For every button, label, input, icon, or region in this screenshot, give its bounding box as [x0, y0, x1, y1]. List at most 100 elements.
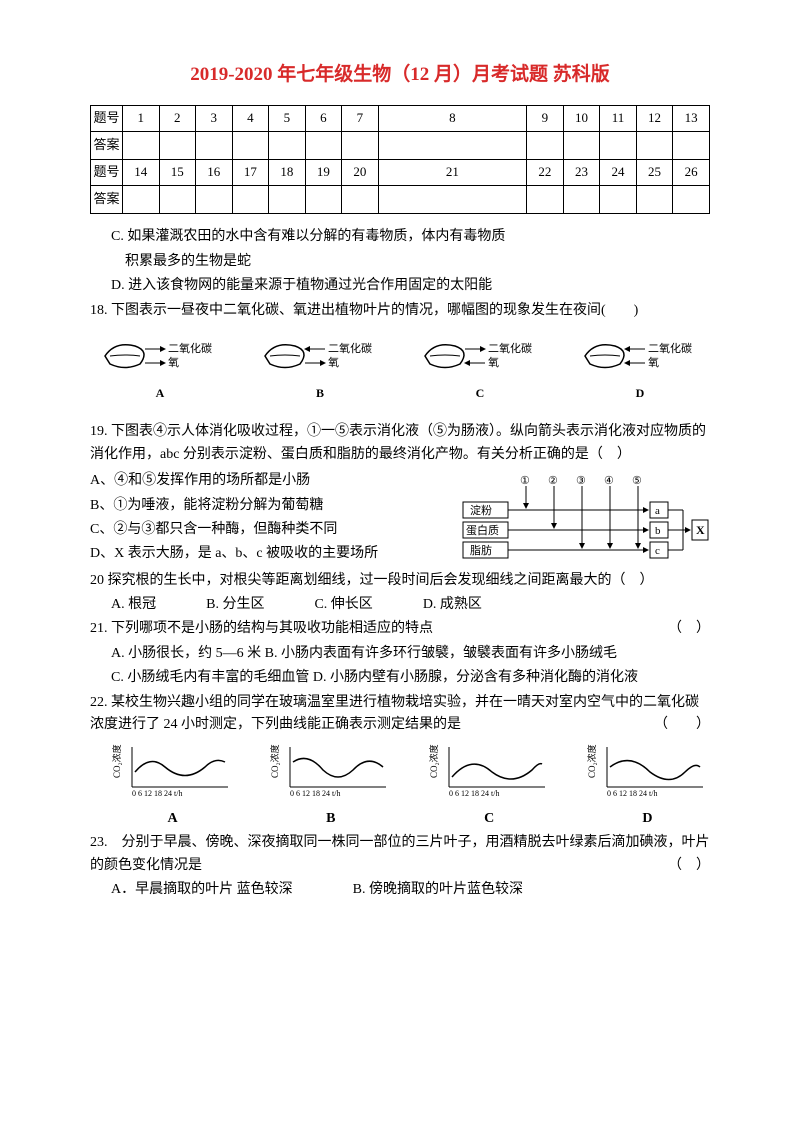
cell [600, 186, 637, 214]
cell: 8 [378, 106, 526, 132]
q19-text: 19. 下图表④示人体消化吸收过程，①一⑤表示消化液（⑤为肠液）。纵向箭头表示消… [90, 421, 710, 466]
cell [600, 132, 637, 160]
cell [269, 186, 306, 214]
q19-option-a: A、④和⑤发挥作用的场所都是小肠 [90, 470, 450, 492]
leaf-label: B [260, 384, 380, 403]
q22-text: 22. 某校生物兴趣小组的同学在玻璃温室里进行植物栽培实验，并在一晴天对室内空气… [90, 692, 710, 737]
cell: 21 [378, 160, 526, 186]
cell: 15 [159, 160, 196, 186]
cell [527, 186, 564, 214]
q17-option-c-cont: 积累最多的生物是蛇 [90, 251, 710, 273]
q23-text: 23. 分别于早晨、傍晚、深夜摘取同一株同一部位的三片叶子，用酒精脱去叶绿素后滴… [90, 832, 710, 877]
cell [159, 186, 196, 214]
cell [196, 132, 233, 160]
q20-b: B. 分生区 [206, 594, 264, 616]
table-row: 题号 14 15 16 17 18 19 20 21 22 23 24 25 2… [91, 160, 710, 186]
curve-label: D [585, 808, 710, 830]
cell [122, 186, 159, 214]
cell [563, 132, 600, 160]
svg-text:CO₂浓度: CO₂浓度 [269, 745, 280, 779]
cell [342, 132, 379, 160]
cell: 1 [122, 106, 159, 132]
leaf-label: C [420, 384, 540, 403]
cell [305, 132, 342, 160]
cell: 3 [196, 106, 233, 132]
cell: 16 [196, 160, 233, 186]
q23-a: A．早晨摘取的叶片 蓝色较深 [111, 879, 293, 901]
leaf-a: 二氧化碳 氧 A [100, 336, 220, 403]
cell: 7 [342, 106, 379, 132]
cell [673, 186, 710, 214]
cell [636, 186, 673, 214]
svg-text:二氧化碳: 二氧化碳 [168, 341, 212, 355]
cell: 17 [232, 160, 269, 186]
table-row: 题号 1 2 3 4 5 6 7 8 9 10 11 12 13 [91, 106, 710, 132]
cell [269, 132, 306, 160]
curve-label: B [268, 808, 393, 830]
cell: 25 [636, 160, 673, 186]
svg-text:c: c [655, 545, 660, 557]
q21-paren: （ ） [668, 618, 710, 640]
q21-text: 21. 下列哪项不是小肠的结构与其吸收功能相适应的特点（ ） [90, 618, 710, 640]
leaf-label: D [580, 384, 700, 403]
q23-options: A．早晨摘取的叶片 蓝色较深 B. 傍晚摘取的叶片蓝色较深 [111, 879, 710, 901]
svg-text:氧: 氧 [488, 355, 499, 369]
exam-title: 2019-2020 年七年级生物（12 月）月考试题 苏科版 [90, 60, 710, 90]
cell: 4 [232, 106, 269, 132]
cell: 10 [563, 106, 600, 132]
cell: 24 [600, 160, 637, 186]
row-label: 答案 [91, 186, 123, 214]
svg-text:氧: 氧 [168, 355, 179, 369]
svg-text:氧: 氧 [648, 355, 659, 369]
cell: 9 [527, 106, 564, 132]
q18-text: 18. 下图表示一昼夜中二氧化碳、氧进出植物叶片的情况，哪幅图的现象发生在夜间(… [90, 300, 710, 322]
svg-text:氧: 氧 [328, 355, 339, 369]
svg-text:b: b [655, 525, 661, 537]
svg-text:0 6 12 18 24 t/h: 0 6 12 18 24 t/h [607, 789, 657, 797]
leaf-d: 二氧化碳 氧 D [580, 336, 700, 403]
cell [673, 132, 710, 160]
svg-text:脂肪: 脂肪 [470, 543, 492, 557]
cell [378, 186, 526, 214]
cell: 19 [305, 160, 342, 186]
curve-b: CO₂浓度 0 6 12 18 24 t/h B [268, 742, 393, 830]
curve-label: C [427, 808, 552, 830]
answer-sheet-table: 题号 1 2 3 4 5 6 7 8 9 10 11 12 13 答案 题号 1… [90, 105, 710, 214]
svg-text:X: X [696, 523, 705, 537]
q20-a: A. 根冠 [111, 594, 156, 616]
curve-icon: CO₂浓度 0 6 12 18 24 t/h [585, 742, 710, 797]
cell: 11 [600, 106, 637, 132]
leaf-icon: 二氧化碳 氧 [260, 336, 380, 376]
q20-c: C. 伸长区 [314, 594, 372, 616]
cell: 26 [673, 160, 710, 186]
cell: 6 [305, 106, 342, 132]
leaf-c: 二氧化碳 氧 C [420, 336, 540, 403]
cell: 18 [269, 160, 306, 186]
row-label: 题号 [91, 160, 123, 186]
table-row: 答案 [91, 186, 710, 214]
svg-text:淀粉: 淀粉 [470, 503, 492, 517]
svg-text:②: ② [548, 475, 558, 487]
q20-d: D. 成熟区 [423, 594, 482, 616]
svg-text:二氧化碳: 二氧化碳 [648, 341, 692, 355]
cell [196, 186, 233, 214]
svg-text:③: ③ [576, 475, 586, 487]
svg-text:a: a [655, 505, 660, 517]
q17-option-c: C. 如果灌溉农田的水中含有难以分解的有毒物质，体内有毒物质 [90, 226, 710, 248]
cell [232, 132, 269, 160]
row-label: 答案 [91, 132, 123, 160]
cell [527, 132, 564, 160]
cell: 22 [527, 160, 564, 186]
svg-text:二氧化碳: 二氧化碳 [328, 341, 372, 355]
q23-paren: （ ） [668, 855, 710, 877]
cell [159, 132, 196, 160]
svg-text:CO₂浓度: CO₂浓度 [586, 745, 597, 779]
cell [342, 186, 379, 214]
cell: 2 [159, 106, 196, 132]
q19-option-b: B、①为唾液，能将淀粉分解为葡萄糖 [90, 495, 450, 517]
q20-text: 20 探究根的生长中，对根尖等距离划细线，过一段时间后会发现细线之间距离最大的（… [90, 570, 710, 592]
cell: 20 [342, 160, 379, 186]
cell: 5 [269, 106, 306, 132]
leaf-label: A [100, 384, 220, 403]
curve-row: CO₂浓度 0 6 12 18 24 t/h A CO₂浓度 0 6 12 18… [110, 742, 710, 830]
